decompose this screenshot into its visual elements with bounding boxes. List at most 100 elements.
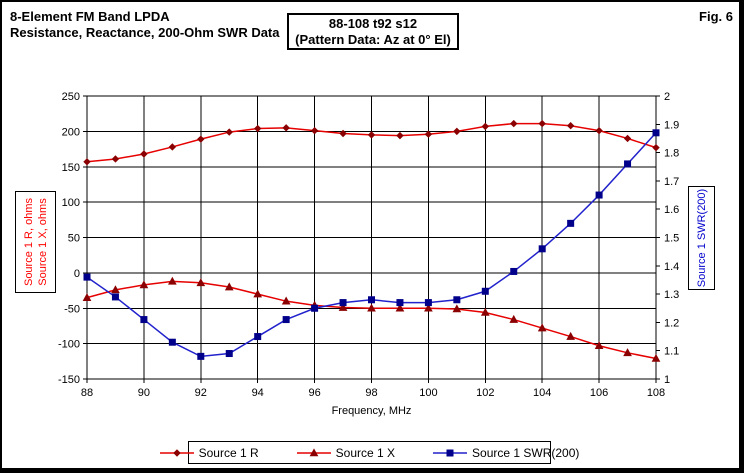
diamond-marker xyxy=(339,129,347,138)
legend-item: Source 1 SWR(200) xyxy=(433,446,579,460)
triangle-marker xyxy=(566,331,575,340)
diamond-marker xyxy=(172,448,181,457)
x-tick-label: 104 xyxy=(533,387,551,399)
left-tick-label: -150 xyxy=(58,374,80,386)
square-marker xyxy=(446,449,454,456)
square-marker xyxy=(396,299,404,307)
x-axis-title: Frequency, MHz xyxy=(331,405,412,417)
right-axis-title: Source 1 SWR(200) xyxy=(695,188,708,288)
right-tick-label: 1.8 xyxy=(664,148,679,160)
triangle-legend-marker-icon xyxy=(296,447,331,456)
square-marker xyxy=(595,191,603,199)
square-marker xyxy=(197,352,205,360)
left-axis-title-line1: Source 1 R, ohms xyxy=(22,197,35,287)
model-info-line2: (Pattern Data: Az at 0° El) xyxy=(295,32,451,47)
chart-legend: Source 1 R Source 1 X Source 1 SWR(200) xyxy=(159,441,579,464)
left-tick-label: 250 xyxy=(62,91,80,103)
right-tick-label: 1.9 xyxy=(664,119,679,131)
left-axis-title-box: Source 1 R, ohms Source 1 X, ohms xyxy=(15,191,56,293)
triangle-marker xyxy=(367,303,376,312)
right-tick-label: 1 xyxy=(664,374,670,386)
right-tick-label: 2 xyxy=(664,91,670,103)
left-tick-label: 100 xyxy=(62,197,80,209)
x-tick-label: 92 xyxy=(195,387,207,399)
left-tick-label: 200 xyxy=(62,126,80,138)
diamond-marker xyxy=(453,127,461,136)
right-tick-label: 1.3 xyxy=(664,289,679,301)
triangle-marker xyxy=(82,292,92,301)
left-axis-title-line2: Source 1 X, ohms xyxy=(36,198,49,286)
square-legend-marker-icon xyxy=(433,449,468,456)
square-marker xyxy=(254,333,262,341)
right-tick-label: 1.1 xyxy=(664,346,679,358)
square-marker xyxy=(538,245,546,253)
triangle-marker xyxy=(424,303,433,312)
legend-label: Source 1 SWR(200) xyxy=(472,445,580,460)
x-tick-label: 96 xyxy=(308,387,320,399)
square-marker xyxy=(282,316,290,324)
triangle-marker xyxy=(651,353,661,362)
triangle-marker xyxy=(452,304,462,313)
chart-title-line1: 8-Element FM Band LPDA xyxy=(10,9,170,24)
triangle-marker xyxy=(196,278,206,287)
x-tick-label: 88 xyxy=(81,387,93,399)
x-tick-label: 90 xyxy=(138,387,150,399)
diamond-marker xyxy=(367,131,376,139)
diamond-marker xyxy=(168,143,177,151)
series-source-1-x xyxy=(82,276,661,362)
legend-item: Source 1 X xyxy=(296,445,396,460)
left-tick-label: -100 xyxy=(58,339,80,351)
square-marker xyxy=(140,316,148,324)
right-axis-title-box: Source 1 SWR(200) xyxy=(688,186,715,290)
x-tick-label: 106 xyxy=(590,387,608,399)
right-tick-label: 1.2 xyxy=(664,317,679,329)
diamond-marker xyxy=(481,122,490,131)
diamond-marker xyxy=(197,135,205,143)
square-marker xyxy=(624,160,632,168)
triangle-marker xyxy=(224,282,234,291)
x-tick-label: 100 xyxy=(419,387,437,399)
diamond-marker xyxy=(538,119,546,128)
chart-title-line2: Resistance, Reactance, 200-Ohm SWR Data xyxy=(10,25,280,40)
square-marker xyxy=(453,296,461,304)
left-tick-label: -50 xyxy=(64,303,80,315)
legend-item: Source 1 R xyxy=(159,445,259,460)
square-marker xyxy=(481,287,489,295)
series-source-1-r xyxy=(83,119,660,166)
square-marker xyxy=(311,304,319,312)
diamond-marker xyxy=(310,126,319,135)
triangle-marker xyxy=(623,348,632,357)
triangle-marker xyxy=(537,323,547,332)
diamond-marker xyxy=(595,126,603,135)
legend-label: Source 1 X xyxy=(335,445,396,460)
triangle-marker xyxy=(111,285,120,294)
diamond-marker xyxy=(652,143,660,152)
x-tick-label: 108 xyxy=(647,387,665,399)
triangle-marker xyxy=(395,303,405,312)
legend-label: Source 1 R xyxy=(198,445,259,460)
diamond-marker xyxy=(396,131,404,140)
diamond-marker xyxy=(510,119,518,128)
x-tick-label: 98 xyxy=(365,387,377,399)
square-marker xyxy=(83,273,91,281)
left-tick-label: 0 xyxy=(74,268,80,280)
series-source-1-swr-200- xyxy=(83,129,660,360)
right-tick-label: 1.4 xyxy=(664,261,679,273)
diamond-marker xyxy=(282,124,290,132)
right-tick-label: 1.6 xyxy=(664,204,679,216)
diamond-marker xyxy=(225,128,233,136)
triangle-marker xyxy=(253,289,263,298)
square-marker xyxy=(510,267,518,275)
x-tick-label: 94 xyxy=(252,387,264,399)
axis-ticks xyxy=(83,95,660,383)
square-marker xyxy=(652,129,660,137)
right-tick-label: 1.7 xyxy=(664,176,679,188)
triangle-marker xyxy=(309,447,318,456)
triangle-marker xyxy=(139,280,149,289)
left-tick-label: 50 xyxy=(68,233,80,245)
square-marker xyxy=(567,219,575,227)
x-tick-label: 102 xyxy=(476,387,494,399)
right-tick-label: 1.5 xyxy=(664,233,679,245)
